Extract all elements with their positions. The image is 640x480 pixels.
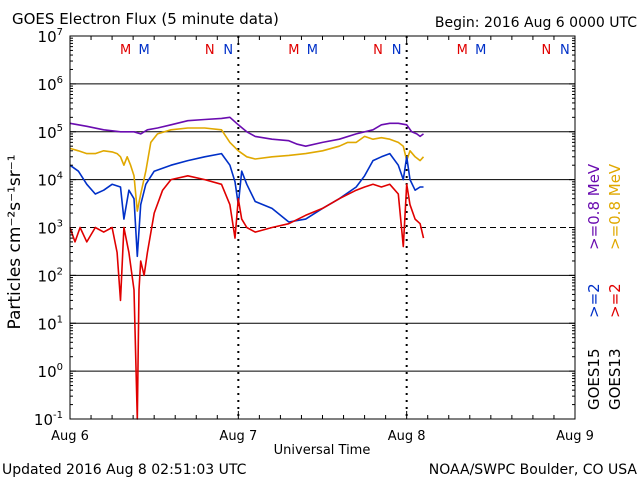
local-time-marker: M: [138, 43, 149, 58]
x-tick-label: Aug 7: [219, 429, 257, 444]
legend-goes13: GOES13: [606, 348, 624, 410]
legend-blue: >=2: [585, 283, 603, 318]
y-tick-label: 105: [38, 123, 63, 142]
local-time-marker: M: [457, 43, 468, 58]
local-time-marker: N: [205, 43, 215, 58]
begin-label: Begin: 2016 Aug 6 0000 UTC: [435, 15, 637, 31]
y-tick-label: 101: [38, 314, 63, 333]
legend-purple: >=0.8 MeV: [585, 163, 603, 250]
series-line: [69, 116, 424, 147]
y-axis-label: Particles cm⁻²s⁻¹sr⁻¹: [5, 154, 25, 329]
x-tick-label: Aug 9: [556, 429, 594, 444]
local-time-marker: N: [223, 43, 233, 58]
y-tick-label: 102: [38, 266, 63, 285]
y-tick-label: 100: [38, 362, 63, 381]
local-time-marker: N: [373, 43, 383, 58]
local-time-marker: N: [392, 43, 402, 58]
series-line: [69, 175, 425, 420]
legend-red: >=2: [606, 283, 624, 318]
local-time-marker: M: [288, 43, 299, 58]
local-time-marker: M: [307, 43, 318, 58]
local-time-marker: M: [475, 43, 486, 58]
y-tick-label: 107: [38, 27, 63, 46]
y-tick-label: 104: [38, 171, 63, 190]
local-time-marker: N: [542, 43, 552, 58]
x-axis-label: Universal Time: [274, 443, 371, 458]
credit-text: NOAA/SWPC Boulder, CO USA: [429, 462, 638, 478]
local-time-marker: M: [120, 43, 131, 58]
local-time-marker: N: [560, 43, 570, 58]
series-line: [69, 127, 425, 212]
y-tick-label: 103: [38, 219, 63, 238]
chart-title: GOES Electron Flux (5 minute data): [12, 10, 279, 28]
updated-timestamp: Updated 2016 Aug 8 02:51:03 UTC: [2, 462, 247, 478]
legend-goes15: GOES15: [585, 348, 603, 410]
x-tick-label: Aug 6: [51, 429, 89, 444]
y-tick-label: 106: [38, 75, 63, 94]
legend: >=0.8 MeV >=0.8 MeV >=2 >=2 GOES15 GOES1…: [585, 163, 624, 410]
y-tick-label: 10-1: [34, 410, 63, 429]
x-tick-label: Aug 8: [388, 429, 426, 444]
legend-orange: >=0.8 MeV: [606, 163, 624, 250]
